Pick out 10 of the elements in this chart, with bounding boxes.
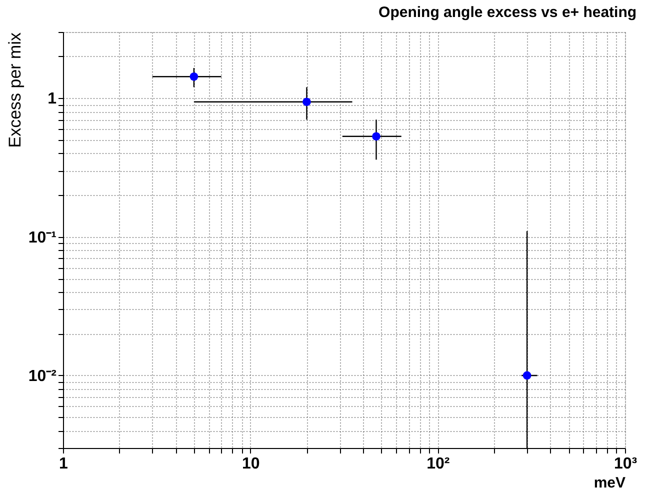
y-tick-label: 10⁻¹ [28, 229, 56, 246]
x-tick-label: 10³ [614, 456, 638, 472]
y-axis-title: Excess per mix [5, 32, 24, 148]
x-tick-label: 1 [59, 456, 68, 472]
y-tick-label: 10⁻² [28, 368, 56, 385]
x-tick-label: 10² [426, 456, 450, 472]
x-axis-title: meV [594, 474, 626, 492]
y-tick-label: 1 [48, 90, 57, 108]
x-tick-label: 10 [242, 456, 260, 472]
chart-title: Opening angle excess vs e+ heating [378, 4, 637, 21]
